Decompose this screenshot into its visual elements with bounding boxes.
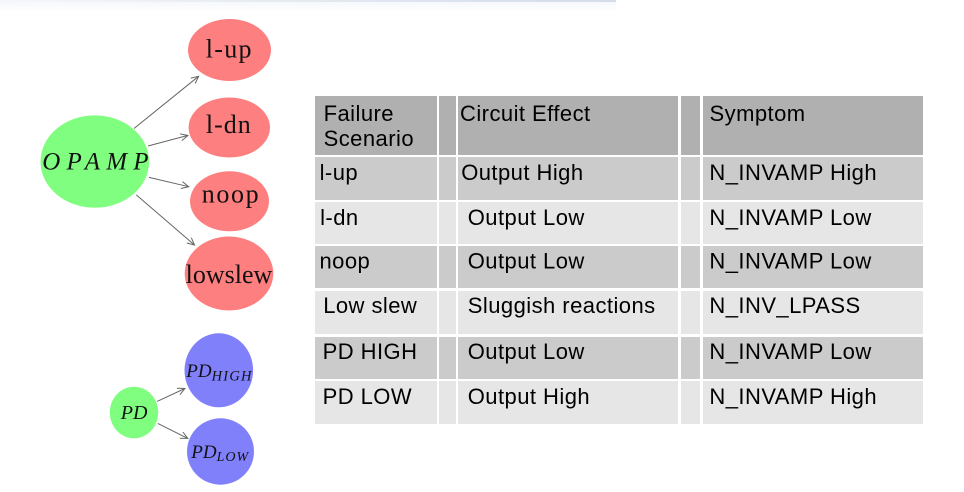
- svg-text:Low slew: Low slew: [323, 293, 417, 318]
- svg-text:OPAMP: OPAMP: [42, 148, 154, 175]
- svg-text:Symptom: Symptom: [710, 101, 806, 126]
- svg-text:N_INV_LPASS: N_INV_LPASS: [709, 293, 860, 318]
- svg-text:noop: noop: [202, 179, 260, 208]
- svg-text:noop: noop: [320, 249, 371, 274]
- svg-text:lowslew: lowslew: [186, 260, 273, 289]
- svg-text:PD LOW: PD LOW: [323, 384, 413, 409]
- svg-text:PD: PD: [120, 402, 148, 424]
- svg-text:N_INVAMP Low: N_INVAMP Low: [709, 339, 871, 364]
- svg-text:N_INVAMP Low: N_INVAMP Low: [709, 249, 871, 274]
- svg-text:l-dn: l-dn: [320, 205, 359, 230]
- svg-text:l-dn: l-dn: [206, 110, 252, 139]
- svg-text:Output High: Output High: [461, 160, 583, 185]
- svg-text:N_INVAMP High: N_INVAMP High: [709, 384, 877, 409]
- svg-text:l-up: l-up: [320, 160, 359, 185]
- svg-text:Sluggish reactions: Sluggish reactions: [468, 293, 656, 318]
- svg-text:Output High: Output High: [468, 384, 590, 409]
- svg-text:Failure: Failure: [324, 101, 394, 126]
- svg-text:Output Low: Output Low: [468, 249, 585, 274]
- svg-text:Scenario: Scenario: [324, 126, 414, 151]
- svg-text:PD HIGH: PD HIGH: [323, 339, 418, 364]
- svg-text:Output Low: Output Low: [468, 205, 585, 230]
- svg-text:N_INVAMP High: N_INVAMP High: [709, 160, 877, 185]
- svg-text:N_INVAMP Low: N_INVAMP Low: [709, 205, 871, 230]
- svg-text:Output Low: Output Low: [468, 339, 585, 364]
- svg-text:l-up: l-up: [206, 35, 253, 64]
- svg-text:Circuit Effect: Circuit Effect: [460, 101, 591, 126]
